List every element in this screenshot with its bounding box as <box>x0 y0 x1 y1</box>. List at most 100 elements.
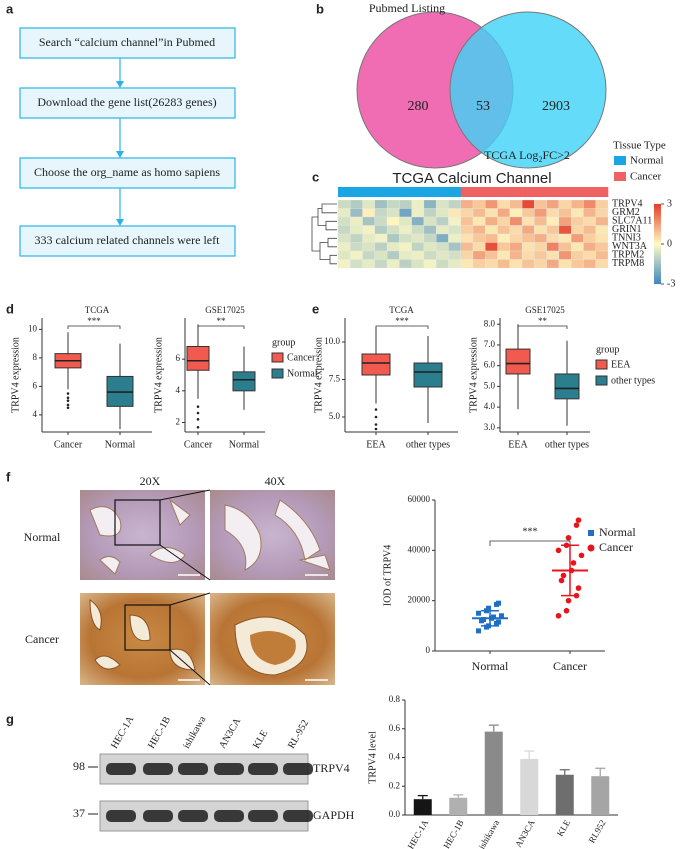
heatmap-cell <box>399 233 412 243</box>
group-bar <box>362 187 376 197</box>
heatmap-cell <box>595 250 609 260</box>
heatmap-cell <box>546 199 560 209</box>
chart-title: GSE17025 <box>205 305 245 315</box>
y-tick-label: 7.0 <box>484 339 496 349</box>
venn-count: 2903 <box>542 99 570 114</box>
heatmap-cell <box>472 259 486 269</box>
heatmap-cell <box>386 208 400 218</box>
heatmap-cell <box>595 208 609 218</box>
group-bar <box>448 187 462 197</box>
legend-swatch <box>595 359 608 370</box>
heatmap-cell <box>460 208 474 218</box>
heatmap-cell <box>546 233 560 243</box>
heatmap-cell <box>448 259 461 269</box>
panel-label: c <box>312 169 319 184</box>
dendrogram <box>311 203 337 265</box>
heatmap-cell <box>509 242 523 252</box>
x-tick-label: EEA <box>366 439 386 450</box>
heatmap-cell <box>411 250 425 260</box>
y-tick-label: 5.0 <box>484 380 496 390</box>
legend-label: Normal <box>287 368 318 379</box>
heatmap-cell <box>423 216 437 226</box>
heatmap-cell <box>337 233 351 243</box>
heatmap-cell <box>571 208 584 218</box>
heatmap-cell <box>534 208 547 218</box>
heatmap-cell <box>521 199 535 209</box>
legend-title: group <box>596 344 619 355</box>
legend-label: Normal <box>599 525 636 539</box>
legend-swatch <box>271 352 284 363</box>
heatmap-cell <box>374 242 388 252</box>
heatmap-cell <box>595 259 609 269</box>
heatmap-cell <box>386 225 400 235</box>
bar <box>449 797 468 815</box>
colorbar-step <box>654 243 661 247</box>
heatmap-cell <box>546 259 560 269</box>
heatmap-cell <box>571 199 584 209</box>
x-tick-label: other types <box>545 439 589 450</box>
heatmap-cell <box>558 225 572 235</box>
heatmap-cell <box>386 199 400 209</box>
colorbar-step <box>654 231 661 235</box>
legend-label: Cancer <box>630 171 661 183</box>
marker-label: 37 <box>73 806 85 820</box>
heatmap-cell <box>374 233 388 243</box>
panel-label: f <box>6 469 11 484</box>
colorbar-step <box>654 215 661 219</box>
heatmap-cell <box>374 199 388 209</box>
heatmap-cell <box>497 216 510 226</box>
heatmap-cell <box>448 208 461 218</box>
colorbar-step <box>654 251 661 255</box>
significance: *** <box>87 316 101 326</box>
heatmap-cell <box>472 242 486 252</box>
legend-marker <box>587 544 595 552</box>
row-label: TRPV4 <box>612 199 643 210</box>
group-bar <box>485 187 498 197</box>
flow-box <box>19 157 236 189</box>
group-bar <box>423 187 437 197</box>
colorbar-step <box>654 237 661 241</box>
heatmap-cell <box>460 199 474 209</box>
y-axis-label: TRPV4 expression <box>10 337 21 413</box>
magnification-label: 40X <box>265 474 286 488</box>
heatmap-cell <box>423 225 437 235</box>
flow-box <box>19 87 236 119</box>
heatmap-cell <box>448 225 461 235</box>
heatmap-cell <box>546 225 560 235</box>
legend-swatch <box>614 172 626 181</box>
significance: *** <box>395 316 409 326</box>
heatmap-cell <box>583 208 596 218</box>
heatmap-cell <box>534 242 547 252</box>
colorbar-step <box>654 239 661 243</box>
outlier <box>374 423 378 426</box>
colorbar-step <box>654 233 661 237</box>
heatmap-cell <box>350 250 363 260</box>
heatmap-cell <box>411 259 425 269</box>
heatmap-cell <box>595 199 609 209</box>
colorbar-label: -3 <box>667 278 675 289</box>
group-bar <box>387 187 400 197</box>
heatmap-cell <box>337 208 351 218</box>
colorbar-step <box>654 225 661 229</box>
heatmap-cell <box>399 259 412 269</box>
bar <box>413 799 432 815</box>
chart-title: GSE17025 <box>525 305 565 315</box>
colorbar-step <box>654 255 661 259</box>
colorbar-step <box>654 207 661 211</box>
group-bar <box>338 187 351 197</box>
colorbar-label: 0 <box>667 238 672 249</box>
colorbar-step <box>654 203 661 207</box>
row-label: TRPM8 <box>612 258 644 269</box>
heatmap-cell <box>399 199 412 209</box>
colorbar-step <box>654 267 661 271</box>
flow-text: Choose the org_name as homo sapiens <box>34 165 220 179</box>
y-tick-label: 0.0 <box>389 809 401 819</box>
lane-label: AN3CA <box>217 716 244 751</box>
y-tick-label: 40000 <box>408 544 431 554</box>
heatmap-cell <box>485 242 498 252</box>
magnification-label: 20X <box>140 474 161 488</box>
heatmap-cell <box>509 208 523 218</box>
y-tick-label: 2 <box>176 417 181 427</box>
group-bar <box>411 187 425 197</box>
data-point <box>496 600 501 606</box>
